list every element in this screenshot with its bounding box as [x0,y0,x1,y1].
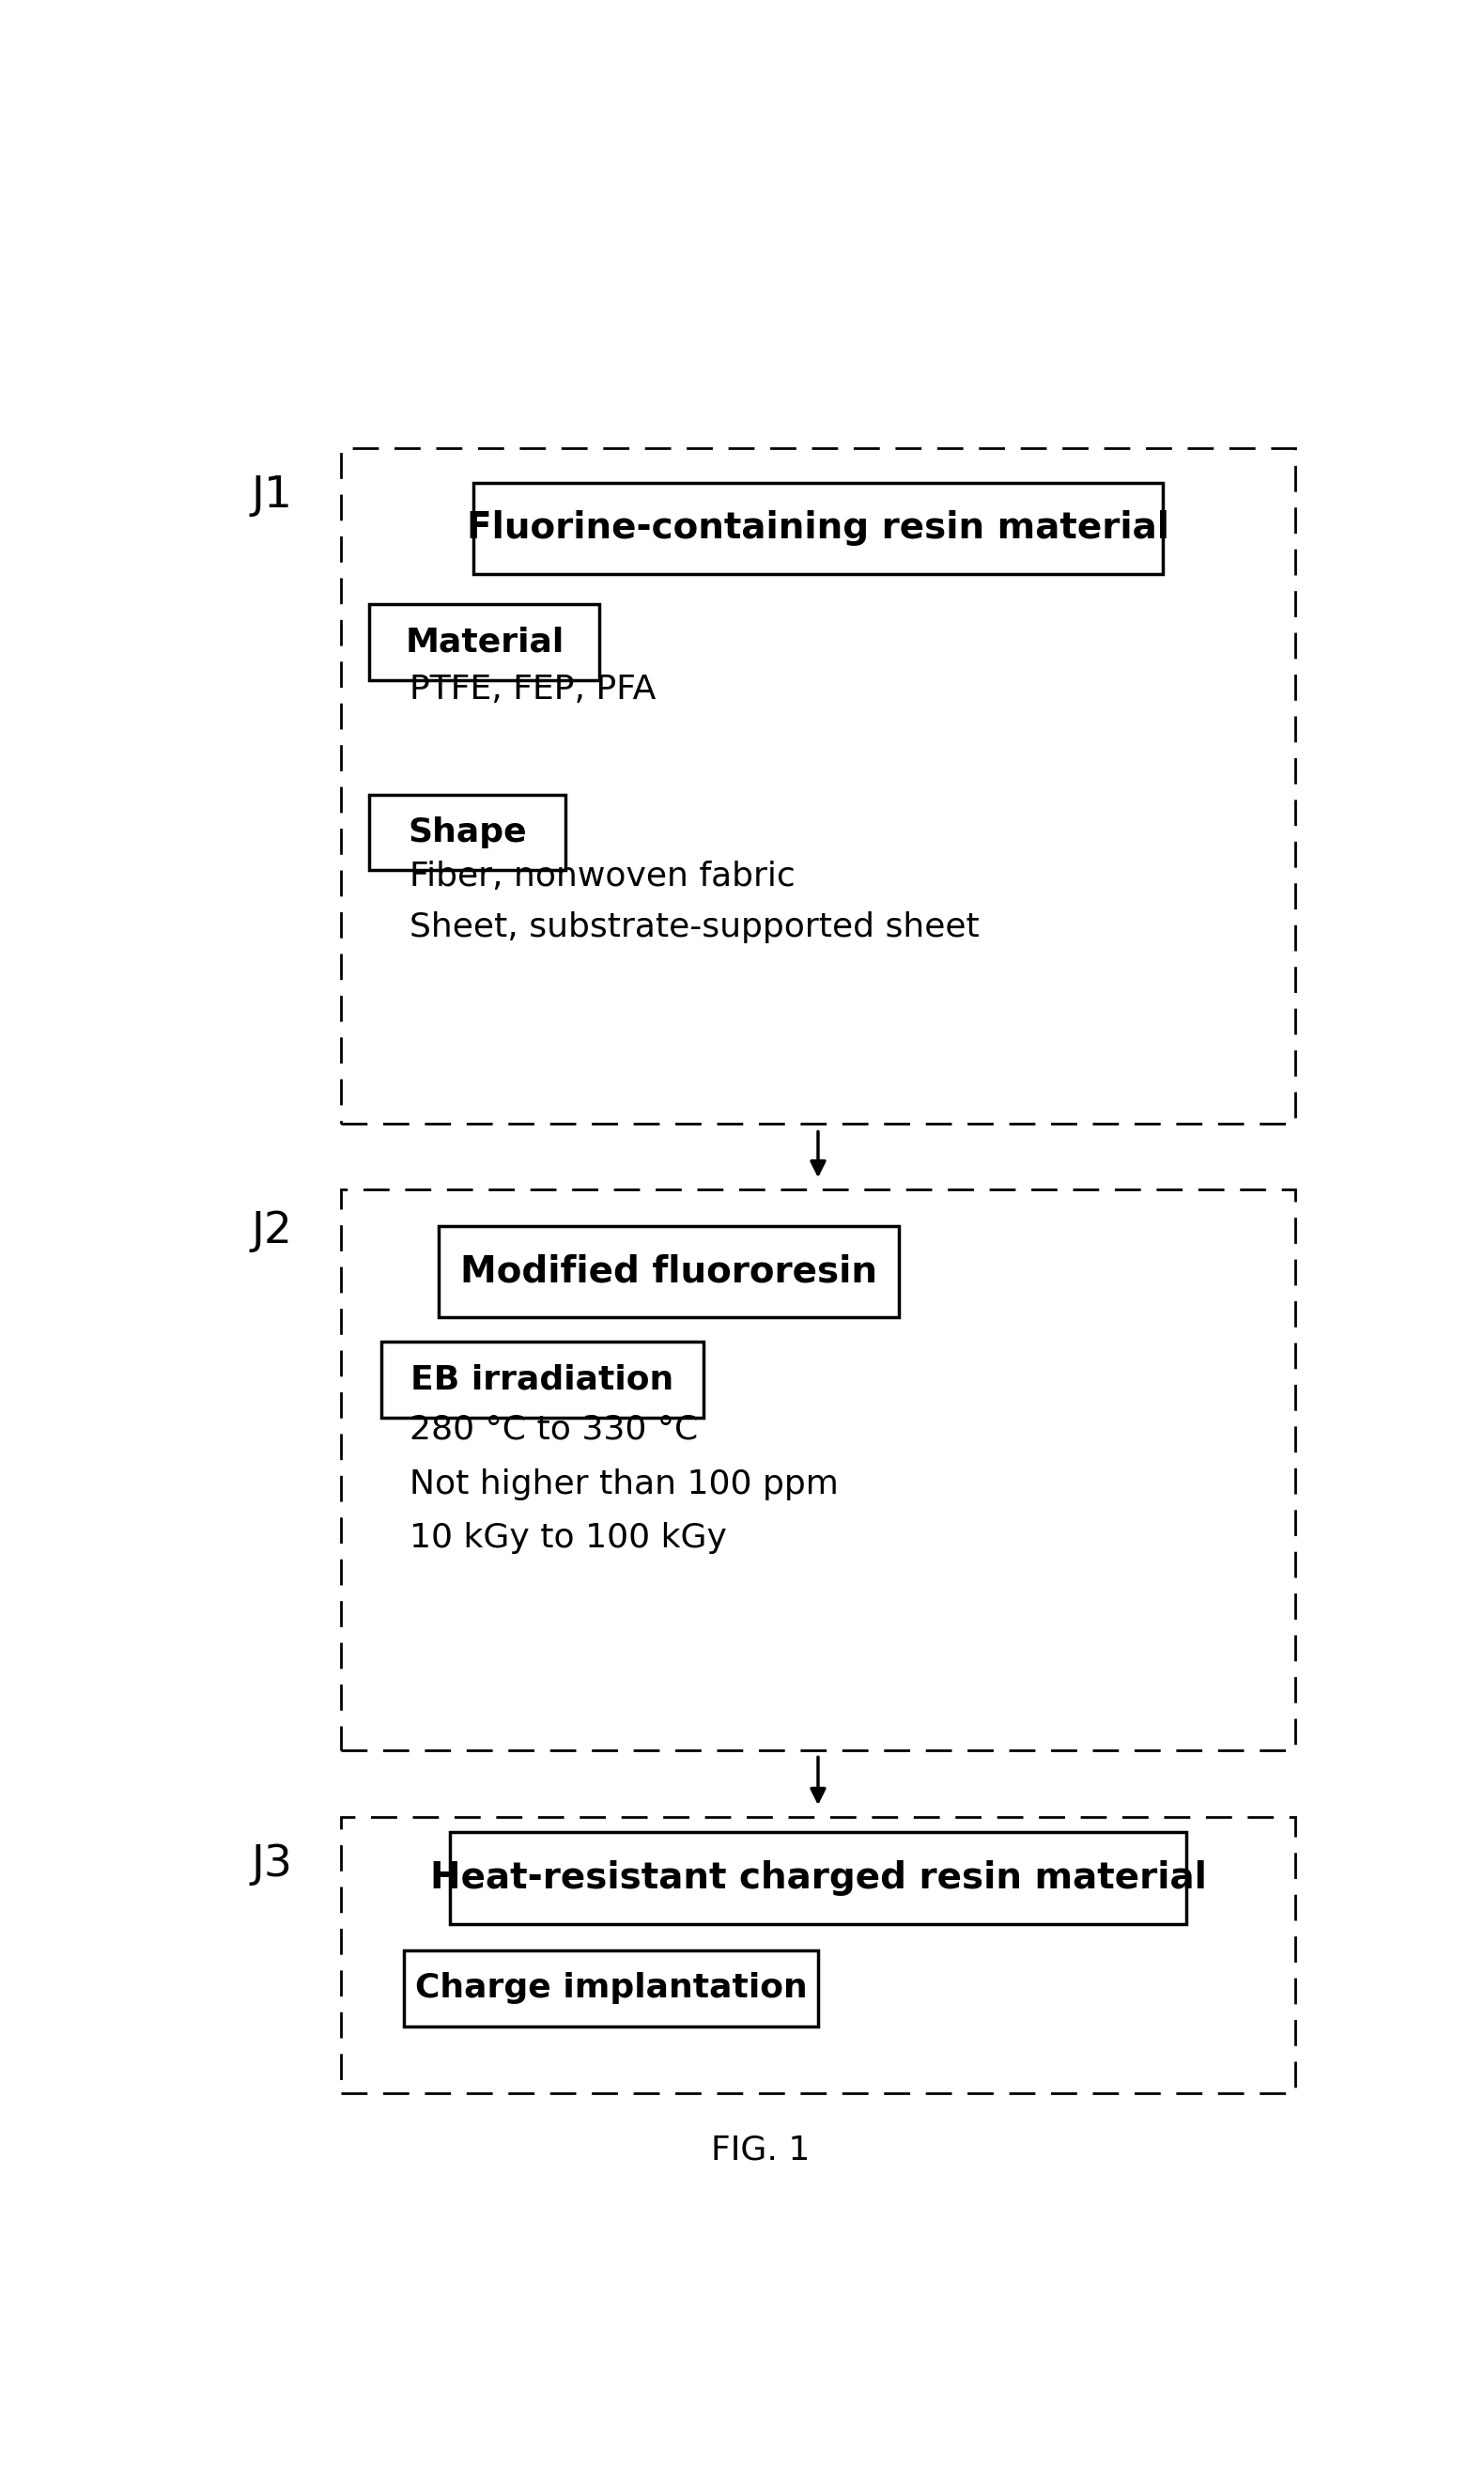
Text: PTFE, FEP, PFA: PTFE, FEP, PFA [410,674,656,706]
Text: Fiber, nonwoven fabric: Fiber, nonwoven fabric [410,859,795,891]
Text: Sheet, substrate-supported sheet: Sheet, substrate-supported sheet [410,911,979,943]
Text: J1: J1 [251,474,292,516]
Text: Fluorine-containing resin material: Fluorine-containing resin material [467,511,1169,546]
Text: 280 °C to 330 °C: 280 °C to 330 °C [410,1412,699,1444]
Text: J2: J2 [251,1210,292,1252]
Text: Material: Material [405,627,564,659]
Text: Modified fluororesin: Modified fluororesin [460,1254,877,1289]
Text: Heat-resistant charged resin material: Heat-resistant charged resin material [430,1859,1206,1896]
Text: J3: J3 [251,1844,292,1886]
Text: Not higher than 100 ppm: Not higher than 100 ppm [410,1469,838,1501]
Text: Charge implantation: Charge implantation [416,1973,807,2005]
Text: EB irradiation: EB irradiation [411,1363,674,1395]
Text: Shape: Shape [408,817,527,849]
Text: 10 kGy to 100 kGy: 10 kGy to 100 kGy [410,1521,727,1553]
Text: FIG. 1: FIG. 1 [711,2133,810,2165]
